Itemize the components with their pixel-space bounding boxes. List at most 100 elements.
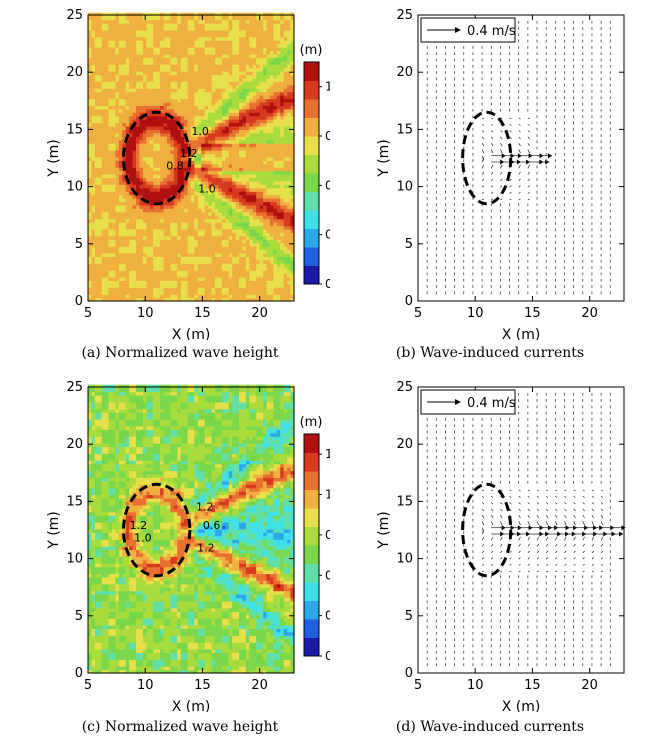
heat-cell: [163, 16, 168, 21]
heat-cell: [208, 252, 213, 257]
heat-cell: [136, 26, 141, 31]
heat-cell: [129, 246, 134, 251]
heat-cell: [180, 36, 185, 41]
heat-cell: [269, 23, 274, 28]
heat-cell: [283, 266, 288, 271]
heat-cell: [252, 57, 257, 62]
heat-cell: [146, 180, 151, 185]
heat-cell: [280, 222, 285, 227]
heat-cell: [132, 163, 137, 168]
heat-cell: [194, 119, 199, 124]
heat-cell: [94, 71, 99, 76]
heat-cell: [122, 26, 127, 31]
heat-cell: [125, 252, 130, 257]
heat-cell: [211, 112, 216, 117]
heat-cell: [256, 108, 261, 113]
heat-cell: [263, 252, 268, 257]
heat-cell: [142, 143, 147, 148]
heat-cell: [139, 129, 144, 134]
heat-cell: [201, 194, 206, 199]
heat-cell: [118, 191, 123, 196]
heat-cell: [180, 218, 185, 223]
heat-cell: [252, 263, 257, 268]
heat-cell: [108, 43, 113, 48]
heat-cell: [160, 95, 165, 100]
heat-cell: [208, 81, 213, 86]
heat-cell: [259, 163, 264, 168]
heat-cell: [276, 225, 281, 230]
heat-cell: [252, 53, 257, 58]
heat-cell: [156, 139, 161, 144]
heat-cell: [105, 215, 110, 220]
heat-cell: [273, 215, 278, 220]
heat-cell: [276, 180, 281, 185]
heat-cell: [194, 266, 199, 271]
heat-cell: [232, 119, 237, 124]
heat-cell: [115, 198, 120, 203]
heat-cell: [232, 270, 237, 275]
heat-cell: [218, 139, 223, 144]
heat-cell: [218, 187, 223, 192]
heat-cell: [228, 287, 233, 292]
heat-cell: [269, 246, 274, 251]
heat-cell: [91, 170, 96, 175]
heat-cell: [153, 198, 158, 203]
heat-cell: [201, 184, 206, 189]
heat-cell: [218, 198, 223, 203]
heat-cell: [184, 108, 189, 113]
heat-cell: [101, 33, 106, 38]
heat-cell: [259, 153, 264, 158]
heat-cell: [225, 26, 230, 31]
heat-cell: [115, 36, 120, 41]
heat-cell: [266, 84, 271, 89]
heat-cell: [225, 36, 230, 41]
heat-cell: [187, 235, 192, 240]
heat-cell: [170, 211, 175, 216]
heat-cell: [287, 174, 292, 179]
heat-cell: [211, 222, 216, 227]
heat-cell: [232, 287, 237, 292]
heat-cell: [163, 40, 168, 45]
heat-cell: [177, 218, 182, 223]
heat-cell: [266, 263, 271, 268]
heat-cell: [221, 122, 226, 127]
heat-cell: [112, 53, 117, 58]
heat-cell: [98, 101, 103, 106]
heat-cell: [201, 101, 206, 106]
heat-cell: [156, 252, 161, 257]
heat-cell: [208, 211, 213, 216]
heat-cell: [88, 64, 93, 69]
heat-cell: [88, 198, 93, 203]
heat-cell: [218, 23, 223, 28]
heat-cell: [112, 259, 117, 264]
heat-cell: [112, 180, 117, 185]
heat-cell: [136, 153, 141, 158]
heat-cell: [88, 266, 93, 271]
heat-cell: [98, 187, 103, 192]
heat-cell: [160, 153, 165, 158]
heat-cell: [149, 256, 154, 261]
heat-cell: [173, 273, 178, 278]
heat-cell: [266, 50, 271, 55]
heat-cell: [242, 53, 247, 58]
heat-cell: [228, 246, 233, 251]
heat-cell: [283, 184, 288, 189]
heat-cell: [142, 249, 147, 254]
heat-cell: [88, 74, 93, 79]
heat-cell: [290, 266, 295, 271]
heat-cell: [166, 132, 171, 137]
heat-cell: [118, 180, 123, 185]
heat-cell: [173, 119, 178, 124]
heat-cell: [235, 88, 240, 93]
heat-cell: [166, 139, 171, 144]
heat-cell: [263, 125, 268, 130]
heat-cell: [218, 136, 223, 141]
heat-cell: [225, 149, 230, 155]
heat-cell: [228, 215, 233, 220]
heat-cell: [91, 125, 96, 130]
heat-cell: [276, 215, 281, 220]
heat-cell: [132, 215, 137, 220]
heat-cell: [153, 57, 158, 62]
heat-cell: [273, 232, 278, 237]
heat-cell: [105, 50, 110, 55]
